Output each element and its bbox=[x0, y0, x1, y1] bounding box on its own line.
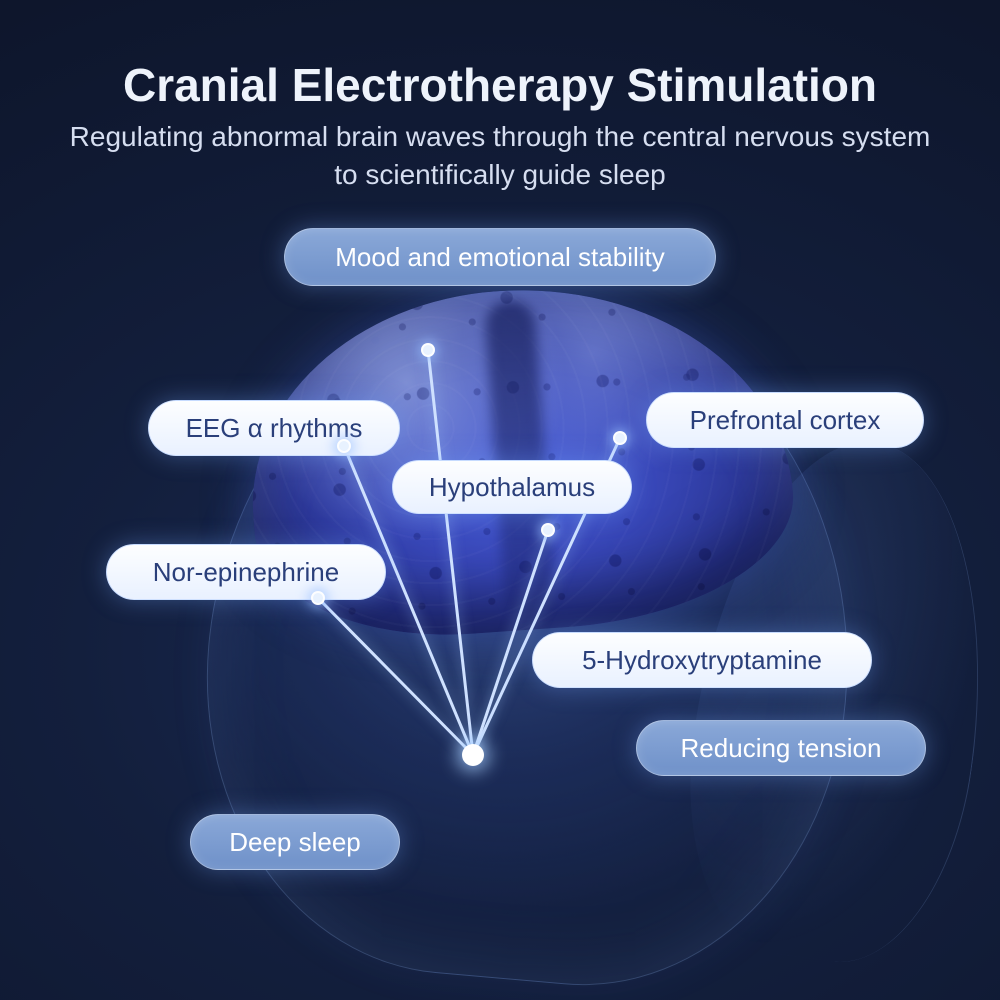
label-text-tension: Reducing tension bbox=[681, 733, 882, 764]
label-pill-tension: Reducing tension bbox=[636, 720, 926, 776]
label-pill-eeg: EEG α rhythms bbox=[148, 400, 400, 456]
anchor-dot-prefrontal bbox=[613, 431, 627, 445]
label-text-hypo: Hypothalamus bbox=[429, 472, 595, 503]
hub-point bbox=[462, 744, 484, 766]
connector-line-mood bbox=[428, 350, 473, 755]
label-pill-norepi: Nor-epinephrine bbox=[106, 544, 386, 600]
label-pill-hypo: Hypothalamus bbox=[392, 460, 632, 514]
anchor-dot-eeg bbox=[337, 439, 351, 453]
label-pill-deepsleep: Deep sleep bbox=[190, 814, 400, 870]
anchor-dot-norepi bbox=[311, 591, 325, 605]
label-pill-prefrontal: Prefrontal cortex bbox=[646, 392, 924, 448]
label-pill-serotonin: 5-Hydroxytryptamine bbox=[532, 632, 872, 688]
anchor-dot-mood bbox=[421, 343, 435, 357]
anchor-dot-hypo bbox=[541, 523, 555, 537]
label-text-norepi: Nor-epinephrine bbox=[153, 557, 339, 588]
label-text-serotonin: 5-Hydroxytryptamine bbox=[582, 645, 822, 676]
connector-line-norepi bbox=[318, 598, 473, 755]
label-text-deepsleep: Deep sleep bbox=[229, 827, 361, 858]
label-pill-mood: Mood and emotional stability bbox=[284, 228, 716, 286]
label-text-prefrontal: Prefrontal cortex bbox=[690, 405, 881, 436]
label-text-eeg: EEG α rhythms bbox=[186, 413, 363, 444]
label-text-mood: Mood and emotional stability bbox=[335, 242, 665, 273]
